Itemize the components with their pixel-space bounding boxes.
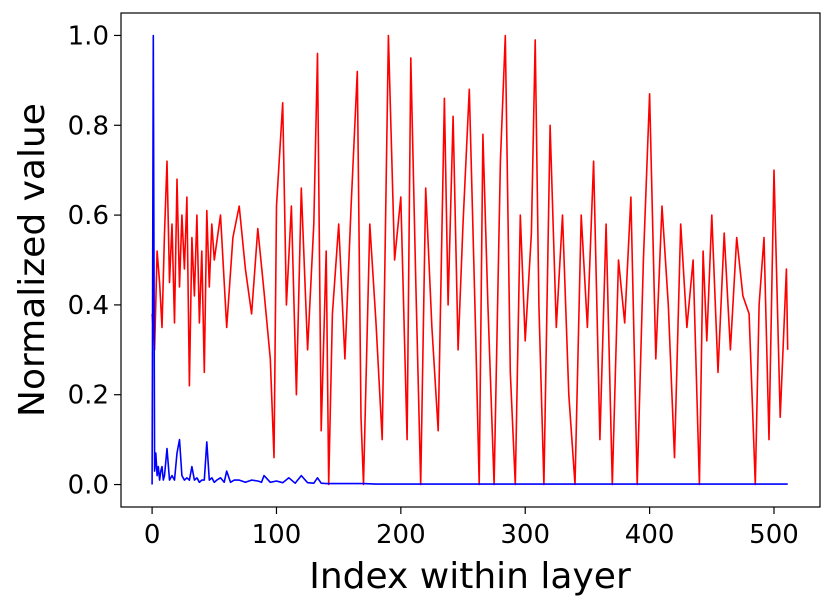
x-tick-label: 100 bbox=[252, 520, 302, 550]
x-tick-label: 500 bbox=[749, 520, 799, 550]
y-tick-label: 0.4 bbox=[68, 291, 109, 321]
x-axis-label: Index within layer bbox=[309, 556, 631, 597]
y-axis-label: Normalized value bbox=[12, 103, 53, 417]
x-tick-label: 400 bbox=[625, 520, 675, 550]
y-tick-label: 0.2 bbox=[68, 381, 109, 411]
y-tick-label: 0.0 bbox=[68, 471, 109, 501]
y-tick-label: 1.0 bbox=[68, 21, 109, 51]
x-tick-label: 0 bbox=[144, 520, 161, 550]
x-tick-label: 300 bbox=[500, 520, 550, 550]
y-axis-ticks: 0.0 0.2 0.4 0.6 0.8 1.0 bbox=[68, 21, 121, 501]
y-tick-label: 0.8 bbox=[68, 111, 109, 141]
plot-frame bbox=[120, 12, 821, 508]
x-tick-label: 200 bbox=[376, 520, 426, 550]
series-layer bbox=[151, 34, 789, 486]
series-line-1 bbox=[151, 34, 789, 486]
series-line-2 bbox=[151, 34, 788, 485]
y-tick-label: 0.6 bbox=[68, 201, 109, 231]
x-axis-ticks: 0 100 200 300 400 500 bbox=[144, 507, 799, 550]
